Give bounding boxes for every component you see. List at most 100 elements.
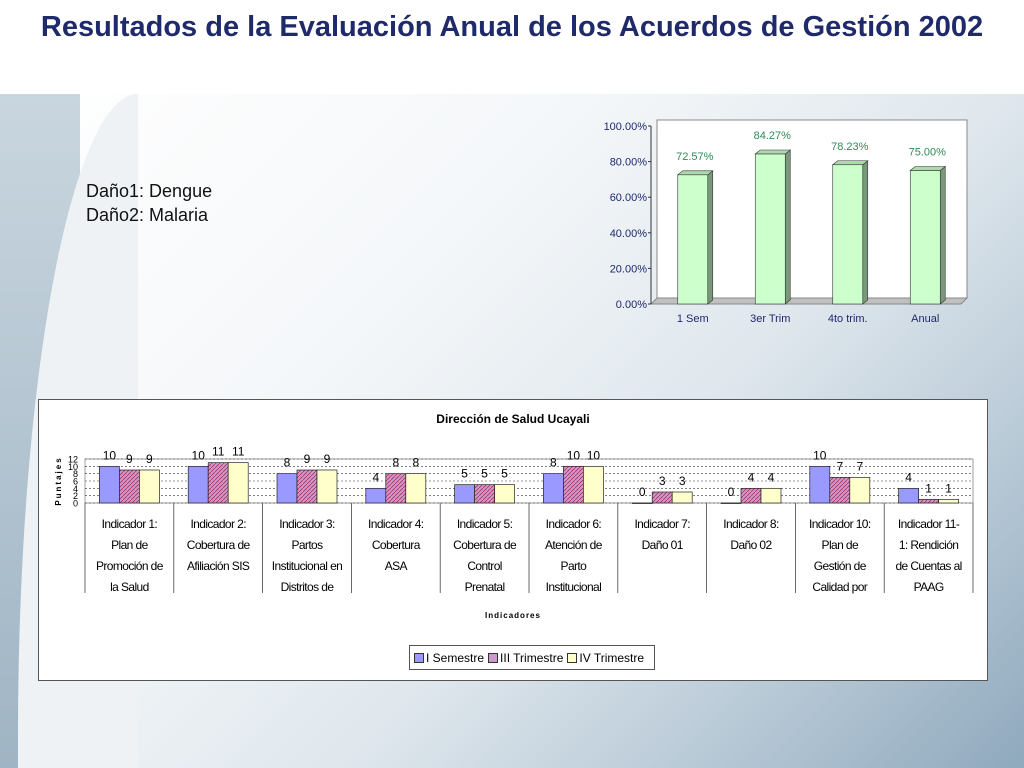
x-category-label: Indicador 7:	[634, 517, 690, 531]
y-tick-label: 12	[68, 455, 78, 465]
legend-item: III Trimestre	[488, 651, 563, 665]
x-category-label: 1 Sem	[677, 313, 709, 325]
y-tick-label: 8	[73, 469, 78, 479]
bar	[898, 487, 919, 504]
bar-top	[909, 166, 947, 171]
x-category-label: Prenatal	[465, 580, 505, 594]
bar-value-label: 9	[324, 452, 331, 466]
x-category-label: Daño 02	[730, 538, 772, 552]
x-category-label: Calidad por	[812, 580, 867, 594]
indicator-chart-frame: Dirección de Salud Ucayali 0 2 4 6 8 10 12 Punta…	[38, 399, 988, 681]
bar-value-label: 5	[501, 467, 508, 481]
bar-value-label: 7	[856, 459, 863, 473]
x-category-label: 1: Rendición	[899, 538, 959, 552]
x-category-label: Indicador 5:	[457, 517, 513, 531]
bar-value-label: 8	[550, 456, 557, 470]
bar-value-label: 1	[945, 481, 952, 495]
x-category-label: Plan de	[822, 538, 859, 552]
bar-value-label: 0	[639, 485, 646, 499]
bar-value-label: 10	[192, 448, 206, 462]
x-category-label: Daño 01	[642, 538, 684, 552]
bar	[720, 502, 742, 504]
x-category-label: Indicador 1:	[102, 517, 158, 531]
bar	[296, 469, 318, 504]
bar-value-label: 10	[103, 448, 117, 462]
bar	[563, 465, 584, 504]
bar	[829, 476, 851, 504]
bar-side	[784, 149, 791, 305]
x-category-label: Indicador 8:	[723, 517, 779, 531]
x-category-label: Indicador 6:	[546, 517, 602, 531]
bar	[139, 469, 160, 504]
y-tick-label: 60.00%	[610, 192, 648, 204]
slide-title: Resultados de la Evaluación Anual de los…	[40, 11, 984, 43]
bar	[365, 487, 387, 504]
x-category-label: de Cuentas al	[895, 559, 961, 573]
bar-value-label: 5	[481, 467, 488, 481]
bar-value-label: 9	[146, 452, 153, 466]
y-tick-label: 80.00%	[610, 157, 648, 169]
legend-swatch	[414, 652, 424, 663]
y-axis-label: Puntajes	[54, 456, 63, 505]
x-category-label: Cobertura de	[187, 538, 251, 552]
x-category-label: ASA	[385, 559, 408, 573]
bar-value-label: 3	[659, 474, 666, 488]
x-axis-label: Indicadores	[485, 611, 541, 620]
notes-block: Daño1: Dengue Daño2: Malaria	[86, 179, 212, 227]
bar	[494, 484, 515, 504]
bar	[832, 164, 864, 305]
bar-value-label: 10	[587, 448, 601, 462]
chart-legend: I Semestre III Trimestre IV Trimestre	[409, 645, 655, 670]
bar-value-label: 10	[813, 448, 827, 462]
bar	[909, 170, 941, 305]
bar	[405, 473, 427, 504]
y-tick-label: 6	[73, 477, 78, 487]
bar-value-label: 84.27%	[754, 130, 792, 142]
bar	[677, 174, 709, 305]
x-category-label: Atención de	[545, 538, 603, 552]
bar-value-label: 8	[284, 456, 291, 470]
y-tick-label: 4	[73, 484, 78, 494]
legend-label: I Semestre	[426, 650, 485, 665]
bar	[631, 502, 653, 504]
x-category-label: PAAG	[914, 580, 944, 594]
bar-value-label: 4	[748, 470, 755, 484]
bar-value-label: 0	[728, 485, 735, 499]
indicator-bar-chart: Dirección de Salud Ucayali024681012Punta…	[54, 412, 974, 620]
x-category-label: Distritos de	[281, 580, 335, 594]
bar-value-label: 72.57%	[676, 151, 714, 163]
legend-item: IV Trimestre	[567, 651, 644, 665]
bar-side	[707, 170, 714, 305]
x-category-label: Indicador 10:	[809, 517, 871, 531]
bar	[454, 484, 475, 504]
bar-value-label: 1	[925, 481, 932, 495]
x-category-label: Gestión de	[814, 559, 867, 573]
bar-value-label: 11	[232, 445, 245, 459]
x-category-label: Anual	[911, 313, 939, 325]
bar-value-label: 4	[905, 470, 912, 484]
x-category-label: Institucional	[546, 580, 602, 594]
x-category-label: Indicador 11-	[898, 517, 960, 531]
legend-label: III Trimestre	[500, 650, 564, 665]
bar	[543, 473, 564, 504]
bar	[938, 498, 959, 504]
x-category-label: Indicador 3:	[279, 517, 335, 531]
y-tick-label: 0.00%	[616, 299, 647, 311]
x-category-label: Promoción de	[96, 559, 164, 573]
note-line-malaria: Daño2: Malaria	[86, 205, 209, 225]
y-tick-label: 10	[68, 462, 78, 472]
bar-value-label: 9	[126, 452, 133, 466]
bar	[119, 469, 140, 504]
y-tick-label: 2	[73, 491, 78, 501]
title-area: Resultados de la Evaluación Anual de los…	[0, 0, 1024, 94]
y-tick-label: 20.00%	[610, 263, 648, 275]
bar-value-label: 10	[567, 448, 581, 462]
bar-value-label: 8	[392, 456, 399, 470]
x-category-label: Control	[467, 559, 501, 573]
bar	[754, 153, 786, 305]
bar	[809, 465, 831, 504]
x-category-label: Indicador 4:	[368, 517, 424, 531]
bar-value-label: 75.00%	[909, 147, 947, 159]
x-category-label: 3er Trim	[750, 313, 790, 325]
legend-swatch	[488, 652, 499, 663]
